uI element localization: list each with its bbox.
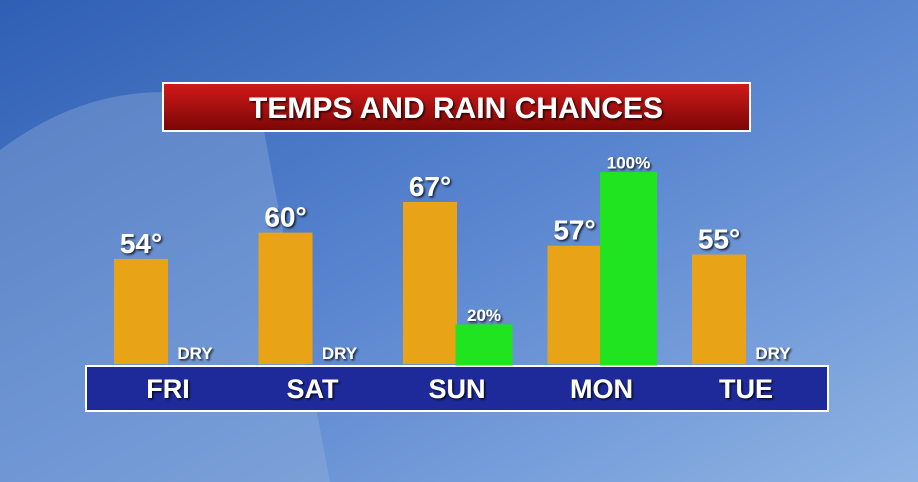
value-label: 55°: [698, 224, 740, 255]
value-label: DRY: [177, 344, 213, 363]
day-bar: [85, 365, 829, 412]
bar: [455, 324, 513, 366]
title-banner: [162, 82, 751, 132]
bar: [258, 232, 313, 364]
bar: [547, 245, 602, 364]
value-label: 60°: [264, 202, 306, 233]
bar: [692, 254, 746, 364]
bar: [403, 201, 457, 364]
x-tick-label: SAT: [287, 374, 340, 404]
value-label: 54°: [120, 228, 162, 259]
value-label: 100%: [607, 154, 650, 173]
value-label: 20%: [467, 306, 501, 325]
value-label: DRY: [755, 344, 791, 363]
value-label: DRY: [322, 344, 358, 363]
value-label: 57°: [553, 215, 595, 246]
bar: [114, 258, 168, 364]
x-tick-label: TUE: [719, 374, 773, 404]
value-label: 67°: [409, 171, 451, 202]
bar: [600, 172, 657, 366]
x-tick-label: FRI: [146, 374, 190, 404]
x-tick-label: MON: [570, 374, 633, 404]
chart-title: TEMPS AND RAIN CHANCES: [249, 92, 663, 125]
x-tick-label: SUN: [428, 374, 485, 404]
